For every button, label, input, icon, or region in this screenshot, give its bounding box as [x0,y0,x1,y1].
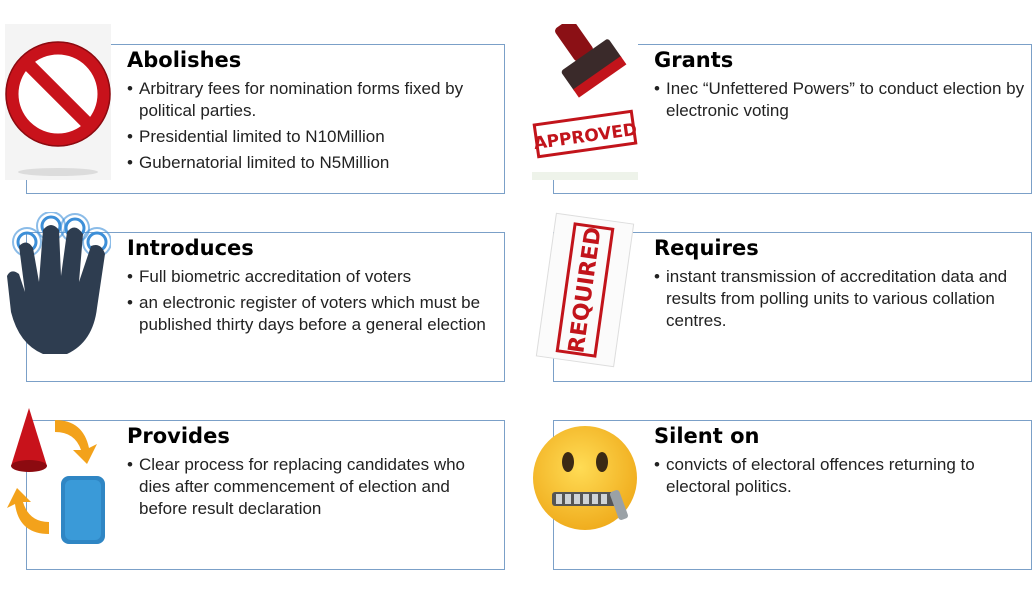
bullet-list: Clear process for replacing candidates w… [127,454,499,520]
section-grants: Grants Inec “Unfettered Powers” to condu… [654,48,1026,126]
bullet-list: Inec “Unfettered Powers” to conduct elec… [654,78,1026,122]
section-provides: Provides Clear process for replacing can… [127,424,499,524]
section-introduces: Introduces Full biometric accreditation … [127,236,499,340]
section-title: Requires [654,236,759,260]
section-requires: Requires instant transmission of accredi… [654,236,1026,336]
zipper-mouth-face-icon [532,400,638,556]
required-stamp-icon: REQUIRED [532,212,638,368]
list-item: Clear process for replacing candidates w… [127,454,499,520]
list-item: Presidential limited to N10Million [127,126,499,148]
list-item: instant transmission of accreditation da… [654,266,1026,332]
list-item: an electronic register of voters which m… [127,292,499,336]
bullet-list: Arbitrary fees for nomination forms fixe… [127,78,499,174]
no-entry-sign-icon [5,24,111,180]
bullet-list: convicts of electoral offences returning… [654,454,1026,498]
list-item: Gubernatorial limited to N5Million [127,152,499,174]
touch-hand-icon [5,212,111,368]
section-title: Grants [654,48,734,72]
list-item: convicts of electoral offences returning… [654,454,1026,498]
list-item: Full biometric accreditation of voters [127,266,499,288]
replace-cycle-icon [5,400,111,556]
section-abolishes: Abolishes Arbitrary fees for nomination … [127,48,499,178]
section-title: Silent on [654,424,760,448]
bullet-list: Full biometric accreditation of voters a… [127,266,499,336]
list-item: Inec “Unfettered Powers” to conduct elec… [654,78,1026,122]
bullet-list: instant transmission of accreditation da… [654,266,1026,332]
section-title: Provides [127,424,230,448]
section-title: Abolishes [127,48,242,72]
approved-stamp-icon: APPROVED [532,24,638,180]
list-item: Arbitrary fees for nomination forms fixe… [127,78,499,122]
section-silent-on: Silent on convicts of electoral offences… [654,424,1026,502]
section-title: Introduces [127,236,254,260]
